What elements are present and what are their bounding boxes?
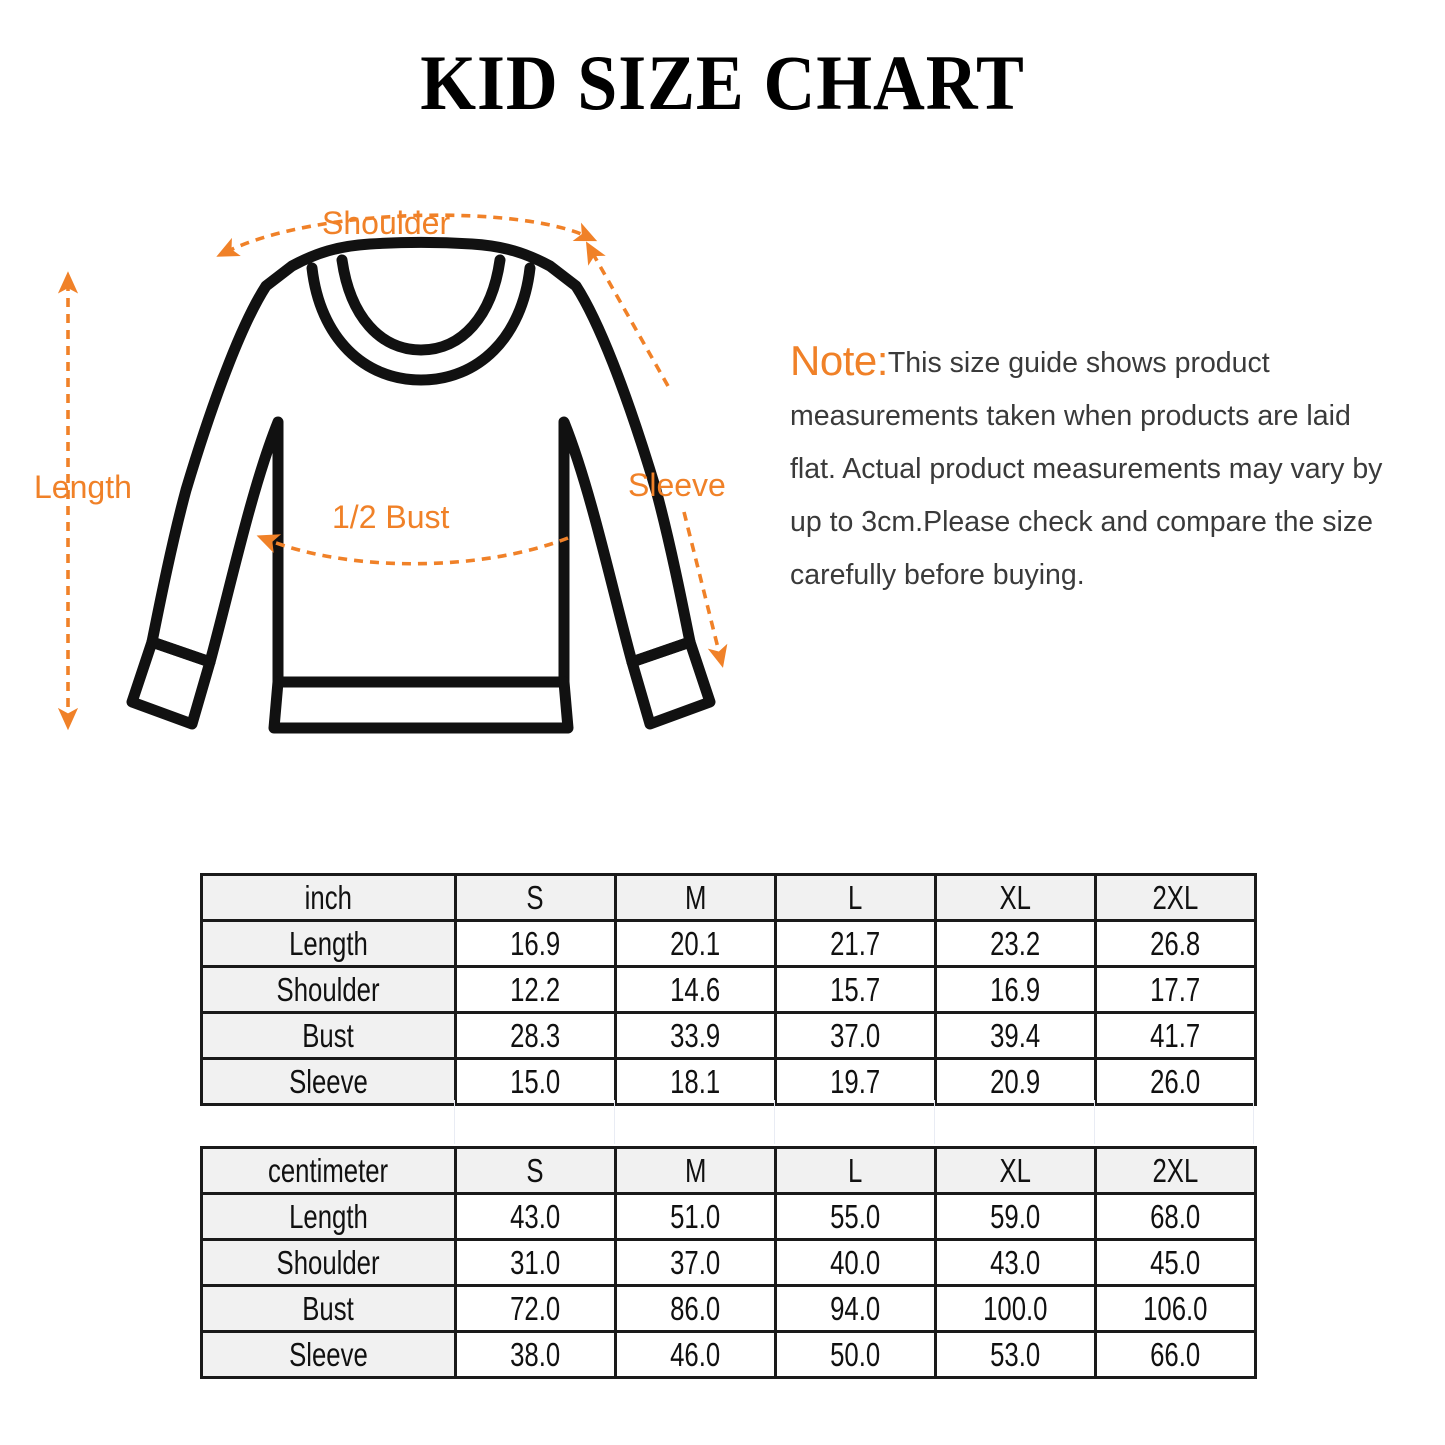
- row-label-length: Length: [200, 919, 457, 968]
- col-header-s: S: [454, 1146, 617, 1195]
- garment-diagram: Shoulder Length 1/2 Bust Sleeve: [20, 190, 780, 770]
- page-title: KID SIZE CHART: [420, 39, 1025, 126]
- note-label: Note:: [790, 336, 888, 384]
- cell: 23.2: [934, 919, 1097, 968]
- cell: 45.0: [1094, 1238, 1257, 1287]
- col-header-2xl: 2XL: [1094, 1146, 1257, 1195]
- cell: 43.0: [934, 1238, 1097, 1287]
- cell: 66.0: [1094, 1330, 1257, 1379]
- cell: 50.0: [774, 1330, 937, 1379]
- table-row: Shoulder 31.0 37.0 40.0 43.0 45.0: [200, 1238, 1257, 1287]
- table-row: Length 16.9 20.1 21.7 23.2 26.8: [200, 919, 1257, 968]
- cell: 19.7: [774, 1057, 937, 1106]
- row-label-length: Length: [200, 1192, 457, 1241]
- size-table-centimeter: centimeter S M L XL 2XL Length 43.0 51.0…: [200, 1146, 1257, 1379]
- row-label-shoulder: Shoulder: [200, 965, 457, 1014]
- cell: 12.2: [454, 965, 617, 1014]
- cell: 37.0: [774, 1011, 937, 1060]
- cell: 33.9: [614, 1011, 777, 1060]
- cell: 68.0: [1094, 1192, 1257, 1241]
- gap-gridline: [1253, 1100, 1254, 1144]
- label-sleeve: Sleeve: [628, 467, 726, 503]
- gap-gridline: [1094, 1100, 1095, 1144]
- half-bust-arrow: [256, 534, 569, 566]
- table-row: Bust 72.0 86.0 94.0 100.0 106.0: [200, 1284, 1257, 1333]
- label-length: Length: [34, 469, 132, 505]
- col-header-xl: XL: [934, 873, 1097, 922]
- gap-gridline: [614, 1100, 615, 1144]
- note-text: This size guide shows product measuremen…: [790, 346, 1383, 591]
- cell: 31.0: [454, 1238, 617, 1287]
- cell: 51.0: [614, 1192, 777, 1241]
- cell: 14.6: [614, 965, 777, 1014]
- cell: 28.3: [454, 1011, 617, 1060]
- note-paragraph: Note:This size guide shows product measu…: [790, 337, 1390, 602]
- cell: 18.1: [614, 1057, 777, 1106]
- col-header-l: L: [774, 1146, 937, 1195]
- cell: 43.0: [454, 1192, 617, 1241]
- gap-gridline: [774, 1100, 775, 1144]
- cell: 53.0: [934, 1330, 1097, 1379]
- sweatshirt-outline: [126, 237, 716, 734]
- gap-gridline: [934, 1100, 935, 1144]
- table-row: Sleeve 15.0 18.1 19.7 20.9 26.0: [200, 1057, 1257, 1106]
- measure-annotations: [57, 213, 728, 731]
- cell: 17.7: [1094, 965, 1257, 1014]
- shoulder-arrow: [216, 213, 598, 257]
- row-label-sleeve: Sleeve: [200, 1057, 457, 1106]
- cell: 26.0: [1094, 1057, 1257, 1106]
- row-label-sleeve: Sleeve: [200, 1330, 457, 1379]
- cell: 15.0: [454, 1057, 617, 1106]
- cell: 106.0: [1094, 1284, 1257, 1333]
- cell: 46.0: [614, 1330, 777, 1379]
- table-gap: [200, 1100, 1254, 1144]
- cell: 55.0: [774, 1192, 937, 1241]
- sleeve-arrow-lower: [682, 511, 728, 668]
- cell: 38.0: [454, 1330, 617, 1379]
- col-header-l: L: [774, 873, 937, 922]
- cell: 20.9: [934, 1057, 1097, 1106]
- cell: 20.1: [614, 919, 777, 968]
- cell: 59.0: [934, 1192, 1097, 1241]
- note-block: Note:This size guide shows product measu…: [790, 308, 1390, 630]
- gap-gridline: [454, 1100, 455, 1144]
- size-table-inch: inch S M L XL 2XL Length 16.9 20.1 21.7 …: [200, 873, 1257, 1106]
- row-label-bust: Bust: [200, 1011, 457, 1060]
- row-label-bust: Bust: [200, 1284, 457, 1333]
- cell: 86.0: [614, 1284, 777, 1333]
- cell: 39.4: [934, 1011, 1097, 1060]
- table-header-row: inch S M L XL 2XL: [200, 873, 1257, 922]
- table-row: Shoulder 12.2 14.6 15.7 16.9 17.7: [200, 965, 1257, 1014]
- cell: 37.0: [614, 1238, 777, 1287]
- table-row: Bust 28.3 33.9 37.0 39.4 41.7: [200, 1011, 1257, 1060]
- label-half-bust: 1/2 Bust: [332, 499, 450, 535]
- table-header-row: centimeter S M L XL 2XL: [200, 1146, 1257, 1195]
- cell: 16.9: [934, 965, 1097, 1014]
- cell: 40.0: [774, 1238, 937, 1287]
- cell: 94.0: [774, 1284, 937, 1333]
- table-row: Length 43.0 51.0 55.0 59.0 68.0: [200, 1192, 1257, 1241]
- table-row: Sleeve 38.0 46.0 50.0 53.0 66.0: [200, 1330, 1257, 1379]
- cell: 15.7: [774, 965, 937, 1014]
- col-header-xl: XL: [934, 1146, 1097, 1195]
- cell: 72.0: [454, 1284, 617, 1333]
- col-header-2xl: 2XL: [1094, 873, 1257, 922]
- col-header-m: M: [614, 873, 777, 922]
- cell: 26.8: [1094, 919, 1257, 968]
- col-header-m: M: [614, 1146, 777, 1195]
- col-header-s: S: [454, 873, 617, 922]
- cell: 100.0: [934, 1284, 1097, 1333]
- cell: 21.7: [774, 919, 937, 968]
- sleeve-arrow-upper: [585, 241, 670, 387]
- cell: 16.9: [454, 919, 617, 968]
- unit-header: inch: [200, 873, 457, 922]
- label-shoulder: Shoulder: [322, 205, 450, 241]
- unit-header: centimeter: [200, 1146, 457, 1195]
- cell: 41.7: [1094, 1011, 1257, 1060]
- row-label-shoulder: Shoulder: [200, 1238, 457, 1287]
